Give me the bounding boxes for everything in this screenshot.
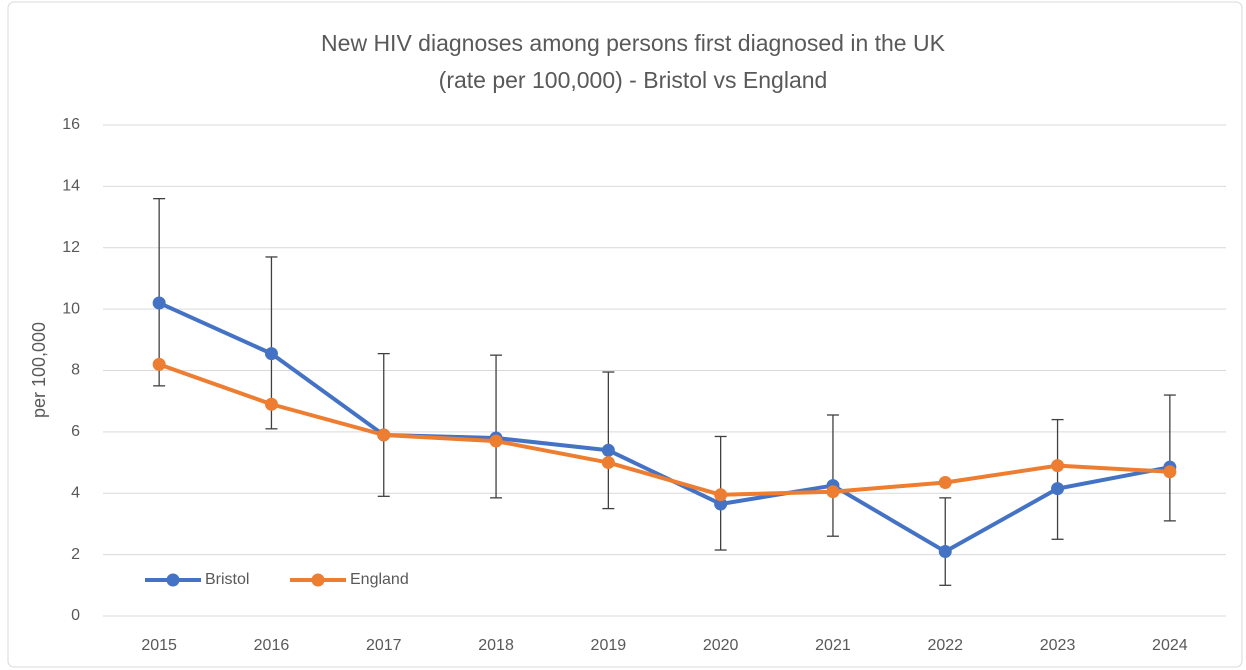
y-tick-label: 0 <box>71 607 80 624</box>
legend-label: England <box>350 571 409 588</box>
point <box>826 485 840 499</box>
x-tick-label: 2015 <box>141 637 177 654</box>
chart-title: (rate per 100,000) - Bristol vs England <box>439 67 828 93</box>
error-bar <box>377 352 390 497</box>
point <box>1051 459 1065 473</box>
legend-label: Bristol <box>205 571 249 588</box>
error-bar <box>153 197 166 387</box>
series-line <box>158 362 1170 497</box>
point <box>264 397 278 411</box>
x-tick-label: 2019 <box>591 637 627 654</box>
point <box>938 545 952 559</box>
error-bar <box>939 497 952 586</box>
x-tick-label: 2020 <box>703 637 739 654</box>
point <box>601 456 615 470</box>
y-tick-label: 16 <box>62 116 80 133</box>
point <box>489 434 503 448</box>
y-tick-label: 6 <box>71 423 80 440</box>
point <box>152 296 166 310</box>
y-tick-label: 2 <box>71 546 80 563</box>
point <box>601 443 615 457</box>
point <box>1163 465 1177 479</box>
point <box>938 476 952 490</box>
error-bar <box>826 414 839 537</box>
x-tick-label: 2023 <box>1040 637 1076 654</box>
x-tick-label: 2016 <box>254 637 290 654</box>
x-tick-label: 2018 <box>478 637 514 654</box>
chart-title: New HIV diagnoses among persons first di… <box>321 30 946 56</box>
point <box>1051 482 1065 496</box>
error-bar <box>1051 418 1064 540</box>
y-tick-label: 10 <box>62 300 80 317</box>
error-bar <box>602 371 615 510</box>
chart-border <box>7 1 1243 668</box>
point <box>714 497 728 511</box>
y-tick-label: 12 <box>62 239 80 256</box>
y-tick-label: 14 <box>62 178 80 195</box>
error-bar <box>490 354 503 499</box>
x-tick-label: 2021 <box>815 637 851 654</box>
error-bar <box>1163 394 1176 522</box>
point <box>377 428 391 442</box>
legend-marker <box>311 573 325 587</box>
point <box>264 347 278 361</box>
y-tick-label: 4 <box>71 484 80 501</box>
x-tick-label: 2024 <box>1152 637 1188 654</box>
point <box>152 357 166 371</box>
y-tick-label: 8 <box>71 362 80 379</box>
x-tick-label: 2022 <box>927 637 963 654</box>
y-axis-label: per 100,000 <box>29 322 49 418</box>
x-tick-label: 2017 <box>366 637 402 654</box>
legend-marker <box>166 573 180 587</box>
point <box>714 488 728 502</box>
